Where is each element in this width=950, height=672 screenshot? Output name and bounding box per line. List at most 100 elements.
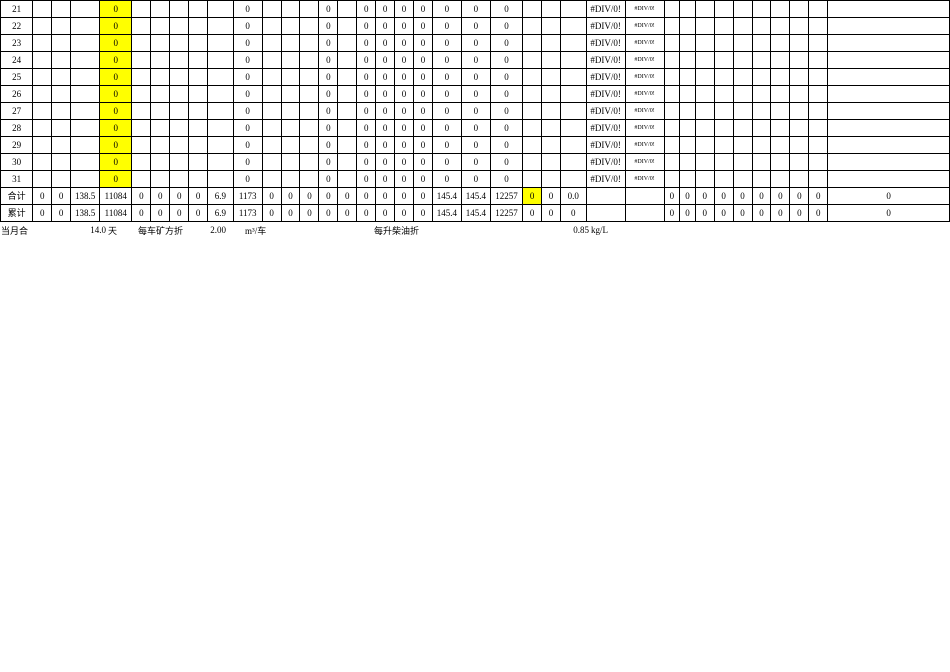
cell xyxy=(771,35,790,52)
cell xyxy=(523,69,542,86)
cell xyxy=(625,188,664,205)
cell: 0 xyxy=(357,120,376,137)
cell: 0 xyxy=(461,35,490,52)
cell: 0 xyxy=(490,171,522,188)
cell xyxy=(828,1,950,18)
cell: 12257 xyxy=(490,188,522,205)
footer-val-a: 14.0 xyxy=(29,225,106,235)
cell xyxy=(586,205,625,222)
cell xyxy=(809,154,828,171)
cell xyxy=(752,120,771,137)
cell: 21 xyxy=(1,1,33,18)
cell: #DIV/0! xyxy=(625,35,664,52)
cell: #DIV/0! xyxy=(625,1,664,18)
cell: 0 xyxy=(357,103,376,120)
cell xyxy=(170,137,189,154)
cell: 0 xyxy=(100,154,132,171)
cell xyxy=(189,69,208,86)
cell xyxy=(170,69,189,86)
cell: 0 xyxy=(376,52,395,69)
cell xyxy=(189,35,208,52)
cell: 0 xyxy=(281,205,300,222)
cell: 0 xyxy=(300,188,319,205)
cell xyxy=(828,18,950,35)
cell xyxy=(809,1,828,18)
cell xyxy=(664,137,680,154)
cell xyxy=(664,18,680,35)
cell xyxy=(680,171,696,188)
cell xyxy=(523,154,542,171)
cell: 6.9 xyxy=(208,188,234,205)
cell xyxy=(338,137,357,154)
cell: 0 xyxy=(523,205,542,222)
cell xyxy=(560,120,586,137)
cell xyxy=(680,86,696,103)
cell xyxy=(33,1,52,18)
cell xyxy=(680,103,696,120)
cell xyxy=(752,69,771,86)
cell: 0 xyxy=(319,154,338,171)
cell xyxy=(208,35,234,52)
cell: 0 xyxy=(733,205,752,222)
cell: 0 xyxy=(376,69,395,86)
cell xyxy=(33,69,52,86)
cell xyxy=(680,18,696,35)
cell: 11084 xyxy=(100,188,132,205)
cell xyxy=(132,86,151,103)
cell: 0 xyxy=(714,188,733,205)
cell: 0 xyxy=(233,137,262,154)
cell: 0 xyxy=(523,188,542,205)
cell xyxy=(523,137,542,154)
cell xyxy=(560,1,586,18)
cell: 0 xyxy=(281,188,300,205)
cell: #DIV/0! xyxy=(625,69,664,86)
cell xyxy=(523,1,542,18)
cell xyxy=(208,18,234,35)
cell xyxy=(752,137,771,154)
cell: 0 xyxy=(432,120,461,137)
cell xyxy=(542,137,561,154)
cell: 0 xyxy=(414,154,433,171)
cell: 0 xyxy=(680,205,696,222)
cell: #DIV/0! xyxy=(625,52,664,69)
cell: 0 xyxy=(395,69,414,86)
cell: 合计 xyxy=(1,188,33,205)
cell: 0 xyxy=(752,205,771,222)
cell: #DIV/0! xyxy=(625,171,664,188)
cell xyxy=(523,18,542,35)
cell: 26 xyxy=(1,86,33,103)
cell xyxy=(542,69,561,86)
cell xyxy=(132,154,151,171)
cell: 11084 xyxy=(100,205,132,222)
cell: 0 xyxy=(809,188,828,205)
cell: #DIV/0! xyxy=(586,137,625,154)
cell xyxy=(338,120,357,137)
cell xyxy=(828,69,950,86)
cell xyxy=(752,1,771,18)
cell: 0 xyxy=(376,154,395,171)
cell xyxy=(33,35,52,52)
cell xyxy=(542,120,561,137)
cell xyxy=(338,52,357,69)
table-row: 280000000000#DIV/0!#DIV/0! xyxy=(1,120,950,137)
cell xyxy=(752,154,771,171)
cell: 0 xyxy=(414,52,433,69)
footer-label-a: 当月合 xyxy=(0,224,29,237)
cell xyxy=(52,86,71,103)
cell: 30 xyxy=(1,154,33,171)
cell xyxy=(132,35,151,52)
cell: 0 xyxy=(376,171,395,188)
cell: 0 xyxy=(432,18,461,35)
cell xyxy=(752,52,771,69)
cell: 29 xyxy=(1,137,33,154)
cell: 累计 xyxy=(1,205,33,222)
cell: 0 xyxy=(432,103,461,120)
cell: 0 xyxy=(132,205,151,222)
cell xyxy=(714,154,733,171)
cell xyxy=(52,154,71,171)
cell: 0 xyxy=(461,103,490,120)
cell: 0 xyxy=(319,137,338,154)
cell xyxy=(338,154,357,171)
cell xyxy=(733,154,752,171)
footer-label-b: 每车矿方折 xyxy=(135,224,186,237)
